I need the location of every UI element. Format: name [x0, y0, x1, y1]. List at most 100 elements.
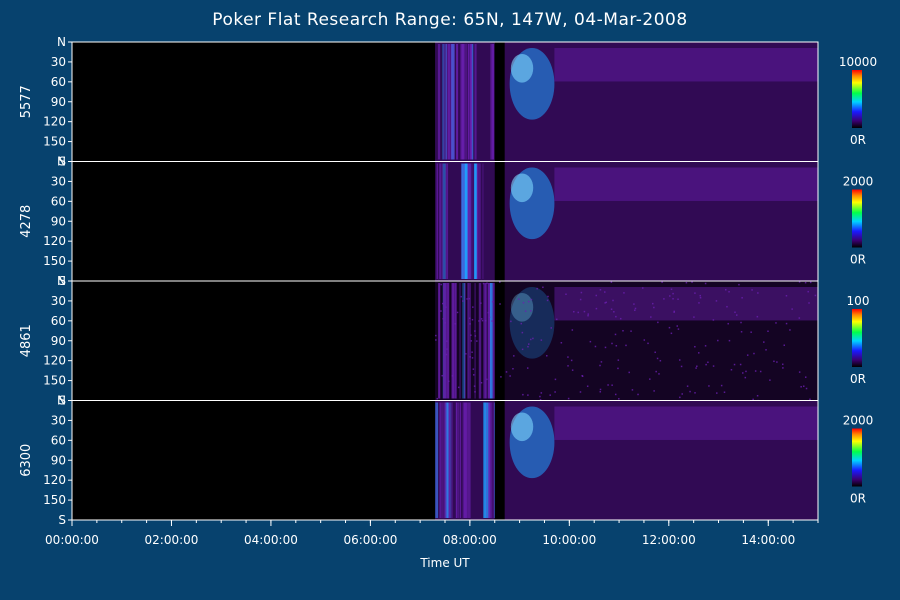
noise-point — [456, 311, 459, 314]
emission-streak — [436, 163, 438, 279]
noise-point — [600, 361, 603, 363]
noise-point — [653, 390, 655, 392]
noise-point — [733, 363, 736, 366]
noise-point — [532, 337, 534, 340]
emission-streak — [473, 163, 477, 279]
noise-point — [521, 331, 524, 334]
noise-point — [607, 384, 609, 386]
noise-point — [611, 342, 613, 345]
noise-point — [739, 363, 742, 366]
noise-point — [716, 392, 718, 394]
emission-streak — [461, 163, 463, 279]
emission-streak — [467, 163, 472, 279]
noise-point — [580, 291, 583, 294]
noise-point — [672, 292, 674, 295]
noise-point — [617, 359, 620, 361]
noise-point — [594, 345, 597, 348]
panel-6300: N 30 60 90 120 150 S 6300 2000 0R — [19, 394, 873, 528]
noise-point — [488, 316, 491, 318]
noise-point — [673, 310, 675, 313]
noise-point — [472, 374, 475, 376]
noise-point — [720, 384, 723, 387]
colorbar-min-label: 0R — [850, 492, 866, 506]
bright-core — [510, 53, 534, 83]
noise-point — [625, 344, 627, 347]
y-tick-label: 60 — [51, 314, 66, 328]
emission-streak — [440, 402, 444, 518]
emission-streak — [464, 44, 468, 160]
noise-point — [669, 295, 671, 297]
noise-point — [526, 367, 529, 369]
noise-point — [689, 390, 691, 393]
panel-label: 6300 — [19, 444, 34, 477]
noise-point — [727, 322, 729, 325]
noise-point — [524, 310, 527, 312]
noise-point — [604, 291, 606, 293]
noise-point — [730, 369, 733, 371]
colorbar-max-label: 10000 — [839, 55, 877, 69]
noise-point — [615, 345, 618, 347]
noise-point — [445, 353, 448, 356]
noise-point — [500, 376, 502, 378]
noise-point — [530, 338, 532, 341]
bright-core — [510, 412, 534, 442]
noise-point — [781, 363, 784, 366]
noise-point — [798, 281, 801, 283]
noise-point — [742, 372, 744, 374]
emission-streak — [447, 44, 451, 160]
noise-point — [750, 331, 752, 333]
noise-point — [474, 330, 476, 332]
y-tick-label: S — [58, 513, 66, 527]
emission-streak — [443, 402, 447, 518]
noise-point — [571, 369, 574, 371]
bright-core — [510, 292, 534, 322]
noise-point — [536, 287, 538, 290]
noise-point — [565, 293, 567, 296]
noise-point — [546, 355, 548, 357]
noise-point — [469, 356, 471, 358]
noise-point — [527, 394, 529, 396]
noise-point — [520, 322, 523, 325]
y-tick-label: 120 — [43, 473, 66, 487]
noise-point — [798, 317, 801, 319]
noise-point — [680, 365, 683, 368]
noise-point — [672, 298, 674, 300]
noise-point — [613, 311, 615, 313]
y-tick-label: S — [58, 155, 66, 169]
noise-point — [623, 292, 625, 294]
noise-point — [753, 352, 755, 355]
noise-point — [480, 318, 483, 320]
noise-point — [599, 289, 602, 291]
noise-point — [480, 381, 483, 384]
emission-streak — [449, 402, 454, 518]
emission-streak — [435, 402, 439, 518]
emission-streak — [451, 283, 455, 399]
noise-point — [746, 354, 749, 356]
noise-point — [740, 321, 742, 324]
noise-point — [445, 306, 447, 308]
noise-point — [622, 329, 624, 332]
noise-point — [785, 322, 788, 325]
emission-streak — [462, 402, 467, 518]
colorbar-max-label: 2000 — [843, 414, 874, 428]
noise-point — [696, 365, 698, 368]
noise-point — [800, 386, 802, 388]
noise-point — [705, 363, 707, 366]
x-tick-label: 06:00:00 — [343, 533, 397, 547]
noise-point — [468, 297, 470, 300]
emission-streak — [482, 163, 484, 279]
noise-point — [499, 303, 501, 305]
noise-point — [740, 331, 743, 333]
noise-point — [752, 398, 754, 401]
panel-4861: N 30 60 90 120 150 S 4861 100 0R — [19, 274, 869, 408]
noise-point — [472, 306, 474, 308]
noise-point — [655, 370, 657, 373]
emission-streak — [445, 44, 447, 160]
noise-point — [694, 292, 696, 294]
noise-point — [657, 321, 659, 324]
y-tick-label: N — [57, 35, 66, 49]
y-tick-label: 60 — [51, 75, 66, 89]
noise-point — [442, 302, 444, 305]
noise-point — [482, 282, 485, 285]
x-tick-label: 08:00:00 — [443, 533, 497, 547]
